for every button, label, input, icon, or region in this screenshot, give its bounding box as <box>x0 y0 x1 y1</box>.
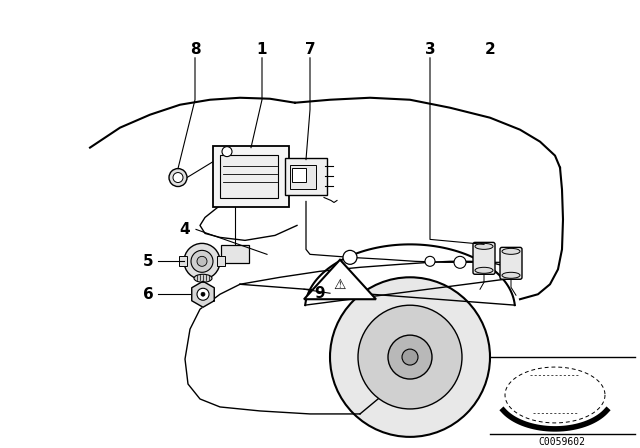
Polygon shape <box>304 260 376 299</box>
Circle shape <box>425 256 435 266</box>
Text: 4: 4 <box>180 222 190 237</box>
Ellipse shape <box>194 274 212 282</box>
Circle shape <box>184 243 220 279</box>
Text: 6: 6 <box>143 287 154 302</box>
Circle shape <box>402 349 418 365</box>
FancyBboxPatch shape <box>217 256 225 266</box>
FancyBboxPatch shape <box>220 155 278 198</box>
Ellipse shape <box>475 243 493 250</box>
Circle shape <box>388 335 432 379</box>
Text: 1: 1 <box>257 43 268 57</box>
FancyBboxPatch shape <box>221 246 249 263</box>
Ellipse shape <box>475 267 493 273</box>
Text: 8: 8 <box>189 43 200 57</box>
FancyBboxPatch shape <box>290 164 316 189</box>
Circle shape <box>173 172 183 182</box>
FancyBboxPatch shape <box>473 242 495 274</box>
Ellipse shape <box>502 272 520 278</box>
Text: 7: 7 <box>305 43 316 57</box>
Text: 2: 2 <box>484 43 495 57</box>
FancyBboxPatch shape <box>179 256 187 266</box>
FancyBboxPatch shape <box>285 158 327 195</box>
Ellipse shape <box>502 248 520 254</box>
Circle shape <box>169 168 187 186</box>
Circle shape <box>197 288 209 300</box>
Circle shape <box>330 277 490 437</box>
Circle shape <box>222 146 232 157</box>
Circle shape <box>343 250 357 264</box>
Circle shape <box>191 250 213 272</box>
Text: 9: 9 <box>315 286 325 301</box>
FancyBboxPatch shape <box>213 146 289 207</box>
Text: ⚠: ⚠ <box>333 278 346 292</box>
FancyBboxPatch shape <box>292 168 306 181</box>
Polygon shape <box>192 281 214 307</box>
Text: C0059602: C0059602 <box>538 437 586 447</box>
Circle shape <box>454 256 466 268</box>
Circle shape <box>197 256 207 266</box>
Text: 5: 5 <box>143 254 154 269</box>
Circle shape <box>358 305 462 409</box>
Text: 3: 3 <box>425 43 435 57</box>
FancyBboxPatch shape <box>500 247 522 279</box>
Circle shape <box>201 292 205 296</box>
